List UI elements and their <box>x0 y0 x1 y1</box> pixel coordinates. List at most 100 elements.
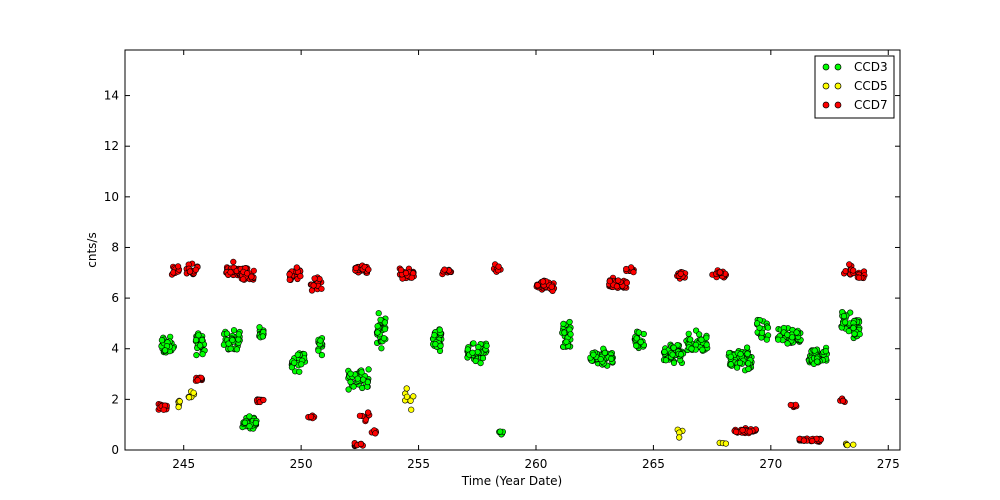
data-point-ccd3 <box>661 348 668 356</box>
data-point-ccd7 <box>716 269 724 276</box>
data-point-ccd3 <box>162 347 169 354</box>
data-point-ccd3 <box>840 313 848 320</box>
data-point-ccd3 <box>698 336 705 343</box>
data-point-ccd3 <box>822 348 829 355</box>
y-tick-label: 4 <box>111 342 119 356</box>
legend-marker-ccd3 <box>822 63 830 71</box>
data-point-ccd3 <box>199 337 206 344</box>
data-point-ccd3 <box>158 337 165 344</box>
data-point-ccd3 <box>670 359 678 367</box>
data-point-ccd3 <box>477 360 484 367</box>
data-point-ccd3 <box>230 327 238 334</box>
data-point-ccd3 <box>688 345 695 352</box>
legend-marker-ccd3 <box>834 63 842 71</box>
data-point-ccd7 <box>293 264 300 271</box>
x-axis-label: Time (Year Date) <box>461 474 562 488</box>
data-point-ccd3 <box>193 352 200 359</box>
data-point-ccd3 <box>727 353 734 360</box>
data-point-ccd7 <box>746 428 753 435</box>
y-tick-label: 2 <box>111 392 119 406</box>
data-point-ccd3 <box>784 340 791 347</box>
data-point-ccd7 <box>397 266 405 274</box>
data-point-ccd3 <box>590 351 597 358</box>
x-axis: 245 250 255 260 265 270 275 <box>172 50 900 471</box>
data-point-ccd3 <box>745 365 752 373</box>
data-point-ccd3 <box>378 345 385 352</box>
data-point-ccd7 <box>230 258 237 266</box>
data-point-ccd7 <box>839 397 847 405</box>
x-tick-label: 270 <box>759 457 782 471</box>
data-point-ccd7 <box>548 283 555 290</box>
data-point-ccd3 <box>736 359 744 367</box>
data-point-ccd5 <box>410 393 417 400</box>
data-point-ccd7 <box>606 278 613 285</box>
data-point-ccd3 <box>235 336 242 343</box>
data-point-ccd3 <box>784 331 791 338</box>
data-point-ccd3 <box>567 331 574 338</box>
data-point-ccd7 <box>402 270 410 277</box>
data-point-ccd7 <box>739 427 746 434</box>
data-point-ccd3 <box>789 334 796 341</box>
data-point-ccd7 <box>227 269 234 276</box>
data-point-ccd3 <box>229 337 236 344</box>
points-layer <box>155 258 868 450</box>
data-point-ccd3 <box>199 351 206 358</box>
plot-frame <box>124 49 901 451</box>
data-point-ccd3 <box>469 349 476 356</box>
data-point-ccd3 <box>380 335 388 342</box>
data-point-ccd3 <box>360 376 367 383</box>
data-point-ccd7 <box>160 406 167 413</box>
data-point-ccd3 <box>737 351 744 358</box>
data-point-ccd7 <box>615 277 622 284</box>
data-point-ccd3 <box>296 368 303 375</box>
data-point-ccd3 <box>377 316 384 323</box>
data-point-ccd3 <box>365 366 372 373</box>
data-point-ccd7 <box>623 279 631 286</box>
data-point-ccd3 <box>669 351 676 358</box>
data-point-ccd3 <box>851 330 858 337</box>
data-point-ccd3 <box>347 370 354 377</box>
data-point-ccd3 <box>474 348 481 356</box>
y-axis: 0 2 4 6 8 10 12 14 <box>104 89 900 457</box>
legend-label-ccd7: CCD7 <box>854 98 888 112</box>
data-point-ccd7 <box>855 274 863 281</box>
data-point-ccd3 <box>608 355 615 363</box>
data-point-ccd3 <box>197 342 204 349</box>
data-point-ccd3 <box>256 324 263 331</box>
data-point-ccd7 <box>186 268 194 275</box>
data-point-ccd3 <box>753 320 761 327</box>
data-point-ccd3 <box>479 355 487 362</box>
data-point-ccd3 <box>811 347 818 354</box>
data-point-ccd3 <box>670 344 677 351</box>
data-point-ccd5 <box>403 393 411 400</box>
data-point-ccd3 <box>733 364 741 371</box>
data-point-ccd7 <box>311 275 318 282</box>
data-point-ccd7 <box>850 267 857 274</box>
data-point-ccd3 <box>436 326 443 333</box>
data-point-ccd3 <box>470 340 477 347</box>
data-point-ccd3 <box>318 352 326 359</box>
legend-marker-ccd7 <box>822 101 830 109</box>
data-point-ccd3 <box>745 360 752 367</box>
x-tick-label: 250 <box>290 457 313 471</box>
data-point-ccd3 <box>350 383 357 390</box>
data-point-ccd3 <box>696 331 703 338</box>
data-point-ccd3 <box>758 329 766 336</box>
data-point-ccd7 <box>846 261 853 268</box>
data-point-ccd3 <box>727 361 735 368</box>
data-point-ccd5 <box>844 442 851 449</box>
y-tick-label: 8 <box>111 240 119 254</box>
data-point-ccd7 <box>630 269 637 276</box>
data-point-ccd3 <box>241 419 248 426</box>
data-point-ccd3 <box>850 324 857 332</box>
data-point-ccd5 <box>403 385 410 392</box>
data-point-ccd3 <box>223 330 230 337</box>
data-point-ccd3 <box>358 369 365 376</box>
data-point-ccd7 <box>192 266 199 273</box>
data-point-ccd3 <box>298 361 305 368</box>
data-point-ccd3 <box>195 332 202 339</box>
data-point-ccd3 <box>246 423 253 430</box>
y-axis-label: cnts/s <box>85 232 99 267</box>
data-point-ccd5 <box>676 434 683 441</box>
data-point-ccd7 <box>194 377 201 384</box>
